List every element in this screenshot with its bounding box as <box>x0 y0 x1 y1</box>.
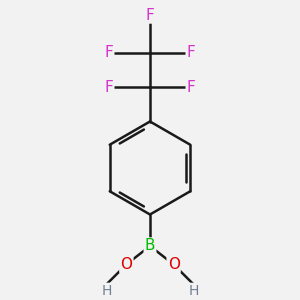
Text: B: B <box>145 238 155 253</box>
Text: F: F <box>104 45 113 60</box>
Text: F: F <box>187 80 196 94</box>
Text: O: O <box>168 257 180 272</box>
Text: H: H <box>188 284 199 298</box>
Text: F: F <box>146 8 154 22</box>
Text: F: F <box>104 80 113 94</box>
Text: O: O <box>120 257 132 272</box>
Text: H: H <box>101 284 112 298</box>
Text: F: F <box>187 45 196 60</box>
